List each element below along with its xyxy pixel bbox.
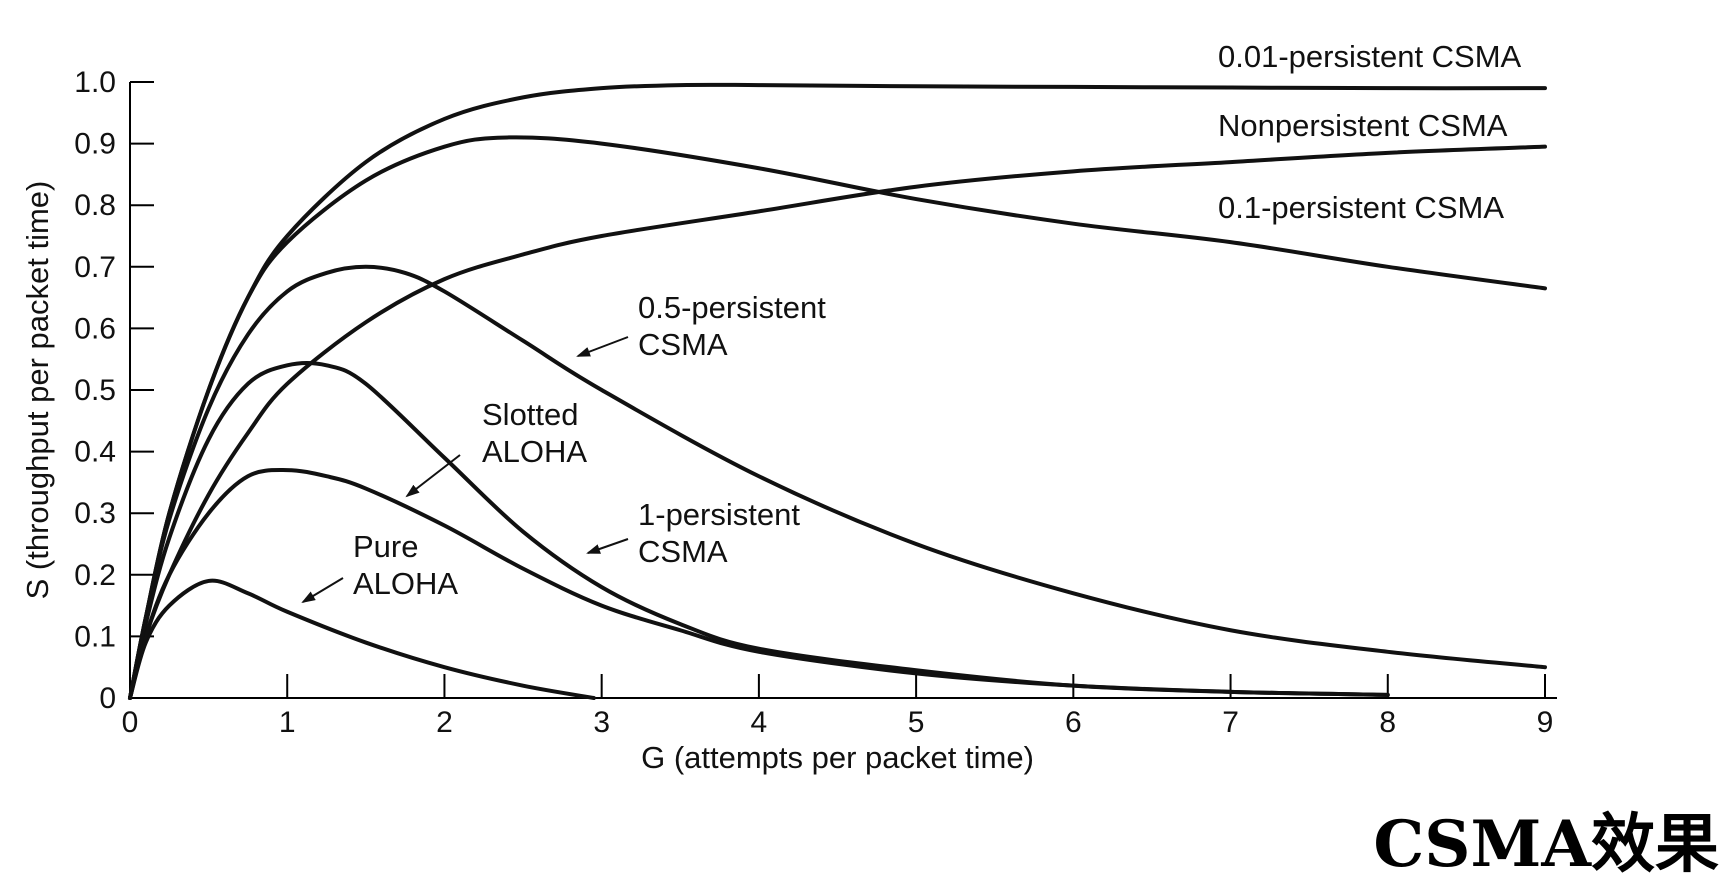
y-axis-label: S (throughput per packet time)	[20, 181, 55, 600]
curve-1-persistent-csma	[128, 361, 1390, 700]
slide-caption: CSMA效果	[1373, 807, 1719, 882]
curve-0-01-persistent-csma	[128, 82, 1547, 700]
label-0-1-persistent-csma: 0.1-persistent CSMA	[1218, 190, 1504, 225]
x-tick-label: 5	[908, 706, 925, 739]
y-tick-label: 0.4	[74, 436, 116, 469]
x-tick-label: 6	[1065, 706, 1082, 739]
label-1-persistent-csma: 1-persistent CSMA	[638, 497, 800, 569]
label-line: 0.5-persistent	[638, 290, 826, 325]
x-tick-label: 3	[593, 706, 610, 739]
label-line: CSMA	[638, 534, 728, 569]
curve-0-5-persistent-csma	[128, 264, 1547, 700]
x-tick-label: 1	[279, 706, 296, 739]
label-line: Slotted	[482, 397, 579, 432]
label-0-01-persistent-csma: 0.01-persistent CSMA	[1218, 39, 1522, 74]
y-tick-label: 1.0	[74, 66, 116, 99]
curve-pure-aloha	[128, 578, 596, 700]
arrow-0-5-persistent-csma	[576, 336, 629, 357]
x-tick-label: 0	[122, 706, 139, 739]
y-tick-label: 0.6	[74, 312, 116, 345]
x-tick-label: 7	[1222, 706, 1239, 739]
x-tick-label: 4	[751, 706, 768, 739]
label-line: ALOHA	[482, 434, 587, 469]
arrow-1-persistent-csma	[586, 538, 629, 554]
arrow-slotted-aloha	[405, 454, 461, 498]
label-line: ALOHA	[353, 566, 458, 601]
label-line: Nonpersistent CSMA	[1218, 108, 1508, 143]
label-line: 0.01-persistent CSMA	[1218, 39, 1522, 74]
y-tick-label: 0.2	[74, 559, 116, 592]
x-tick-label: 2	[436, 706, 453, 739]
x-axis-label: G (attempts per packet time)	[641, 740, 1034, 775]
y-tick-label: 0.7	[74, 251, 116, 284]
y-tick-label: 0.8	[74, 189, 116, 222]
y-tick-label: 0.3	[74, 497, 116, 530]
arrow-pure-aloha	[301, 577, 344, 604]
curve-0-1-persistent-csma	[128, 144, 1547, 700]
label-line: 0.1-persistent CSMA	[1218, 190, 1504, 225]
label-nonpersistent-csma: Nonpersistent CSMA	[1218, 108, 1508, 143]
axes: 0 1 2 3 4 5 6 7 8 9 0 0.1 0.2 0.3 0.4 0.5 0.6 0.7 0.8 0.9 1.…	[74, 66, 1557, 739]
x-tick-label: 8	[1379, 706, 1396, 739]
y-tick-label: 0.5	[74, 374, 116, 407]
y-tick-label: 0	[99, 682, 116, 715]
label-pure-aloha: Pure ALOHA	[353, 529, 458, 601]
label-line: Pure	[353, 529, 418, 564]
y-tick-label: 0.1	[74, 620, 116, 653]
y-tick-label: 0.9	[74, 128, 116, 161]
label-0-5-persistent-csma: 0.5-persistent CSMA	[638, 290, 826, 362]
curves	[128, 82, 1547, 700]
x-tick-label: 9	[1537, 706, 1554, 739]
label-line: CSMA	[638, 327, 728, 362]
label-slotted-aloha: Slotted ALOHA	[482, 397, 587, 469]
label-line: 1-persistent	[638, 497, 800, 532]
